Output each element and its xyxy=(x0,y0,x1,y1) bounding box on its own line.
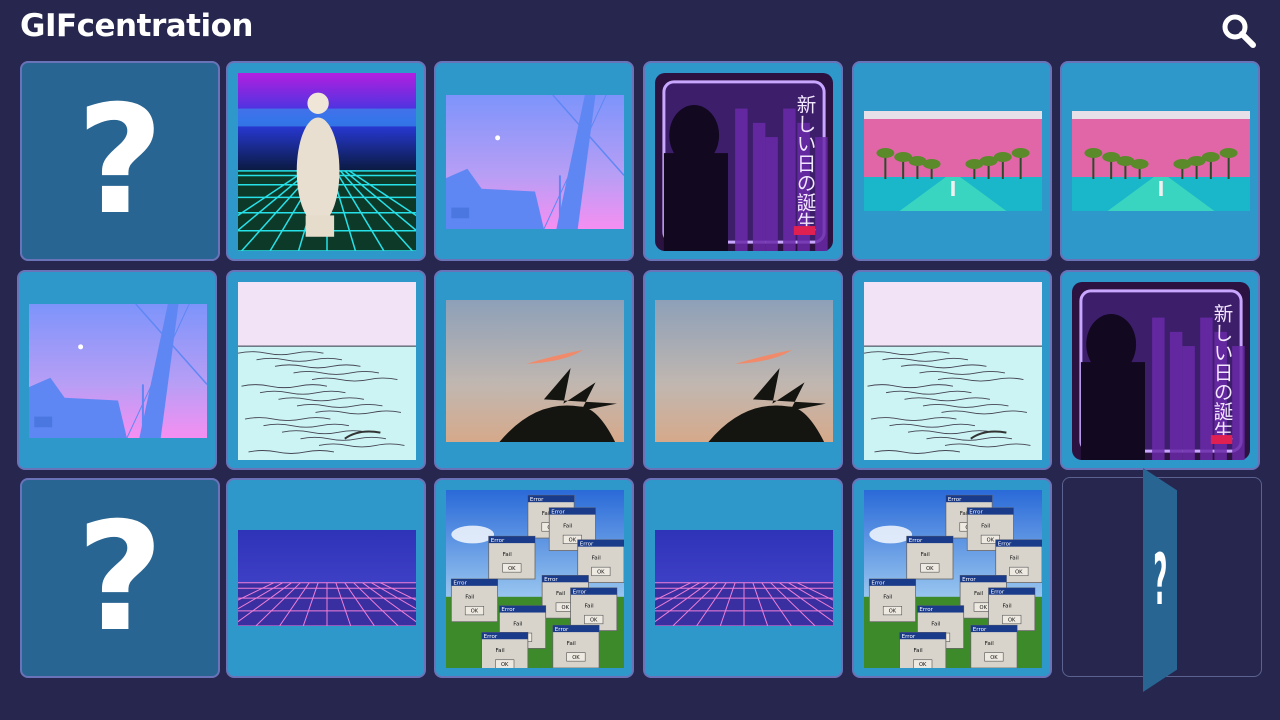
card-r2c5[interactable] xyxy=(852,270,1052,470)
svg-text:Error: Error xyxy=(909,538,923,544)
svg-text:Fail: Fail xyxy=(913,648,923,654)
gif-purple-grid-horizon xyxy=(228,530,424,627)
card-r1c2[interactable] xyxy=(226,61,426,261)
svg-text:Error: Error xyxy=(580,541,594,547)
svg-text:新しい日の誕生: 新しい日の誕生 xyxy=(1210,303,1233,440)
card-r2c3[interactable] xyxy=(434,270,634,470)
svg-text:OK: OK xyxy=(1008,618,1016,624)
gif-error-windows-cascade: Error Fail OK Error Fail OK Error Fail O… xyxy=(446,490,625,676)
svg-text:Error: Error xyxy=(973,627,987,633)
svg-text:Fail: Fail xyxy=(883,595,893,601)
svg-text:Error: Error xyxy=(948,497,962,503)
svg-text:OK: OK xyxy=(919,662,927,668)
card-r3c4[interactable] xyxy=(643,478,843,678)
gif-purple-grid-horizon xyxy=(645,530,841,627)
svg-text:OK: OK xyxy=(597,570,605,576)
svg-text:Fail: Fail xyxy=(960,511,970,517)
svg-text:Fail: Fail xyxy=(503,552,513,558)
gif-palm-tree-road xyxy=(1072,111,1250,211)
svg-text:OK: OK xyxy=(562,605,570,611)
svg-text:Fail: Fail xyxy=(567,641,577,647)
card-r2c1[interactable] xyxy=(17,270,217,470)
svg-text:Error: Error xyxy=(871,581,885,587)
svg-text:Fail: Fail xyxy=(513,621,523,627)
gif-neon-city-silhouette: 新しい日の誕生 xyxy=(655,73,833,259)
gif-sketched-sea xyxy=(863,282,1042,460)
card-r2c6[interactable]: 新しい日の誕生 xyxy=(1060,270,1260,470)
search-button[interactable] xyxy=(1218,10,1258,50)
gif-sunset-palm xyxy=(446,300,624,442)
svg-text:OK: OK xyxy=(1015,570,1023,576)
svg-text:OK: OK xyxy=(889,609,897,615)
svg-text:Error: Error xyxy=(969,509,983,515)
card-r1c5[interactable] xyxy=(852,61,1052,261)
svg-text:新しい日の誕生: 新しい日の誕生 xyxy=(793,94,816,231)
svg-text:Fail: Fail xyxy=(981,523,991,529)
gif-palm-tree-road xyxy=(864,111,1042,211)
svg-text:Error: Error xyxy=(530,497,544,503)
svg-text:Error: Error xyxy=(544,577,558,583)
svg-text:Error: Error xyxy=(551,509,565,515)
svg-text:Error: Error xyxy=(902,634,916,640)
gif-error-windows-cascade: Error Fail OK Error Fail OK Error Fail O… xyxy=(864,490,1043,676)
svg-text:OK: OK xyxy=(987,538,995,544)
svg-text:Error: Error xyxy=(555,627,569,633)
svg-text:OK: OK xyxy=(926,566,934,572)
card-r2c2[interactable] xyxy=(226,270,426,470)
svg-text:Error: Error xyxy=(919,607,933,613)
svg-text:Fail: Fail xyxy=(1002,604,1012,610)
flipping-card[interactable]: ? xyxy=(1143,468,1177,692)
svg-text:Error: Error xyxy=(962,577,976,583)
svg-text:Error: Error xyxy=(998,541,1012,547)
card-r3c2[interactable] xyxy=(226,478,426,678)
svg-text:Fail: Fail xyxy=(556,591,566,597)
card-r3c3[interactable]: Error Fail OK Error Fail OK Error Fail O… xyxy=(434,478,634,678)
svg-text:Error: Error xyxy=(501,607,515,613)
gif-sketched-sea xyxy=(237,282,416,460)
card-r3c1[interactable]: ? xyxy=(20,478,220,678)
svg-text:Fail: Fail xyxy=(985,641,995,647)
svg-text:Error: Error xyxy=(573,589,587,595)
svg-text:Fail: Fail xyxy=(495,648,505,654)
gif-pink-sky-power-lines xyxy=(29,303,208,439)
question-mark-icon: ? xyxy=(76,491,164,665)
svg-text:OK: OK xyxy=(590,618,598,624)
header: GIFcentration xyxy=(0,0,1280,60)
svg-text:Fail: Fail xyxy=(563,523,573,529)
svg-text:OK: OK xyxy=(501,662,509,668)
svg-text:Fail: Fail xyxy=(921,552,931,558)
svg-text:OK: OK xyxy=(569,538,577,544)
svg-text:Error: Error xyxy=(453,581,467,587)
card-r2c4[interactable] xyxy=(643,270,843,470)
gif-sunset-palm xyxy=(655,300,833,442)
svg-text:Fail: Fail xyxy=(465,595,475,601)
svg-text:Fail: Fail xyxy=(931,621,941,627)
svg-text:OK: OK xyxy=(471,609,479,615)
card-r1c6[interactable] xyxy=(1060,61,1260,261)
question-mark-icon: ? xyxy=(1152,539,1168,621)
svg-text:OK: OK xyxy=(990,655,998,661)
search-icon xyxy=(1222,14,1256,48)
svg-text:Fail: Fail xyxy=(592,555,602,561)
svg-text:Fail: Fail xyxy=(974,591,984,597)
svg-text:Error: Error xyxy=(991,589,1005,595)
svg-text:Fail: Fail xyxy=(1010,555,1020,561)
svg-text:Fail: Fail xyxy=(584,604,594,610)
card-r1c3[interactable] xyxy=(434,61,634,261)
svg-text:OK: OK xyxy=(508,566,516,572)
gif-neon-city-silhouette: 新しい日の誕生 xyxy=(1072,282,1250,468)
svg-text:Fail: Fail xyxy=(542,511,552,517)
card-r1c1[interactable]: ? xyxy=(20,61,220,261)
gif-statue-on-neon-grid xyxy=(228,73,424,252)
card-r3c5[interactable]: Error Fail OK Error Fail OK Error Fail O… xyxy=(852,478,1052,678)
question-mark-icon: ? xyxy=(76,74,164,248)
app-logo: GIFcentration xyxy=(20,8,253,44)
svg-text:Error: Error xyxy=(484,634,498,640)
card-r1c4[interactable]: 新しい日の誕生 xyxy=(643,61,843,261)
gif-pink-sky-power-lines xyxy=(446,94,625,230)
svg-text:OK: OK xyxy=(980,605,988,611)
svg-text:Error: Error xyxy=(491,538,505,544)
svg-text:OK: OK xyxy=(572,655,580,661)
